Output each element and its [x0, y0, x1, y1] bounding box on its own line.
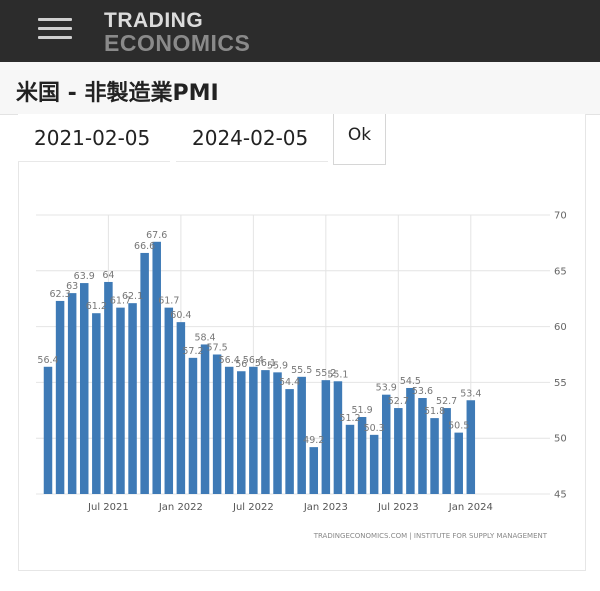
data-label: 53.9	[376, 383, 397, 394]
chart-bar	[212, 354, 222, 494]
chart-bar	[394, 408, 403, 494]
chart-bar	[454, 432, 463, 494]
y-tick-label: 65	[554, 266, 567, 277]
chart-bar	[79, 283, 89, 494]
y-tick-label: 60	[554, 322, 567, 333]
data-label: 52.7	[388, 396, 409, 407]
data-label: 56	[235, 359, 247, 370]
data-label: 63	[66, 281, 78, 292]
x-tick-label: Jan 2023	[303, 502, 348, 513]
y-tick-label: 70	[554, 211, 567, 222]
data-label: 51.2	[339, 413, 360, 424]
chart-bar	[92, 313, 101, 494]
data-label: 50.3	[364, 423, 385, 434]
start-date-input[interactable]	[18, 114, 170, 162]
data-label: 56.1	[255, 358, 276, 369]
chart-bar	[406, 387, 415, 494]
chart-bar	[237, 371, 246, 494]
data-label: 61.7	[110, 296, 131, 307]
ok-button-label: Ok	[347, 125, 372, 145]
chart-bar	[164, 307, 174, 494]
hamburger-menu-icon[interactable]	[38, 14, 76, 44]
data-label: 56.4	[37, 355, 58, 366]
data-label: 53.4	[460, 388, 481, 399]
chart-bar	[430, 418, 439, 494]
ok-button[interactable]: Ok	[333, 114, 386, 165]
data-label: 54.4	[279, 377, 300, 388]
chart-bar	[357, 416, 367, 494]
y-tick-label: 45	[554, 490, 567, 501]
data-label: 62.3	[50, 289, 71, 300]
top-navigation-bar: TRADING ECONOMICS	[0, 0, 600, 62]
chart-bar	[345, 424, 355, 494]
x-tick-label: Jul 2022	[232, 502, 274, 513]
data-label: 55.5	[291, 365, 312, 376]
data-label: 51.9	[352, 405, 373, 416]
chart-bar	[140, 252, 149, 494]
chart-bar	[321, 380, 331, 494]
data-label: 55.9	[267, 360, 288, 371]
chart-bar	[104, 281, 113, 494]
data-label: 49.2	[303, 435, 324, 446]
data-label: 63.9	[74, 271, 95, 282]
data-label: 57.5	[207, 343, 228, 354]
chart-bar	[273, 372, 282, 494]
end-date-input[interactable]	[176, 114, 328, 162]
y-tick-label: 50	[554, 434, 567, 445]
y-tick-label: 55	[554, 378, 567, 389]
title-bar: 米国 - 非製造業PMI	[0, 62, 600, 115]
data-label: 61.7	[158, 296, 179, 307]
logo-line-2: ECONOMICS	[104, 30, 251, 56]
data-label: 52.7	[436, 396, 457, 407]
data-label: 57.2	[182, 346, 203, 357]
chart-bar	[297, 376, 306, 494]
data-label: 62.1	[122, 291, 143, 302]
chart-bar	[67, 293, 77, 494]
x-tick-label: Jan 2022	[158, 502, 203, 513]
page-title: 米国 - 非製造業PMI	[16, 81, 219, 106]
logo-line-1: TRADING	[104, 9, 204, 32]
data-label: 53.6	[412, 386, 433, 397]
chart-bar	[188, 357, 198, 494]
chart-bar	[442, 408, 451, 494]
chart-bar	[43, 366, 53, 494]
chart-bar	[369, 434, 379, 494]
data-label: 55.2	[315, 368, 336, 379]
data-label: 67.6	[146, 230, 167, 241]
data-label: 64	[102, 270, 114, 281]
chart-bar	[285, 389, 294, 494]
data-label: 66.6	[134, 241, 155, 252]
chart-bar	[176, 322, 186, 494]
data-label: 54.5	[400, 376, 421, 387]
data-label: 51.8	[424, 406, 445, 417]
site-logo[interactable]: TRADING ECONOMICS	[104, 10, 250, 55]
chart-bar	[381, 394, 391, 494]
chart-bar	[224, 366, 234, 494]
chart-bar	[152, 241, 161, 494]
chart-source-text: TRADINGECONOMICS.COM | INSTITUTE FOR SUP…	[313, 532, 548, 540]
data-label: 56.4	[243, 355, 264, 366]
data-label: 61.2	[86, 301, 107, 312]
x-tick-label: Jul 2021	[87, 502, 129, 513]
chart-bar	[309, 447, 319, 494]
x-tick-label: Jan 2024	[448, 502, 493, 513]
chart-bar	[128, 303, 137, 494]
chart-bar	[55, 300, 65, 494]
data-label: 55.1	[327, 369, 348, 380]
chart-bar	[116, 307, 125, 494]
data-label: 56.4	[219, 355, 240, 366]
x-tick-label: Jul 2023	[377, 502, 419, 513]
chart-bar	[333, 381, 343, 494]
chart-panel	[18, 114, 586, 571]
data-label: 60.4	[170, 310, 191, 321]
chart-bar	[466, 400, 476, 494]
chart-bar	[418, 398, 427, 494]
chart-bar	[249, 366, 258, 494]
chart-bar	[261, 370, 270, 494]
data-label: 58.4	[194, 332, 215, 343]
chart-bar	[200, 344, 210, 494]
data-label: 50.5	[448, 421, 469, 432]
